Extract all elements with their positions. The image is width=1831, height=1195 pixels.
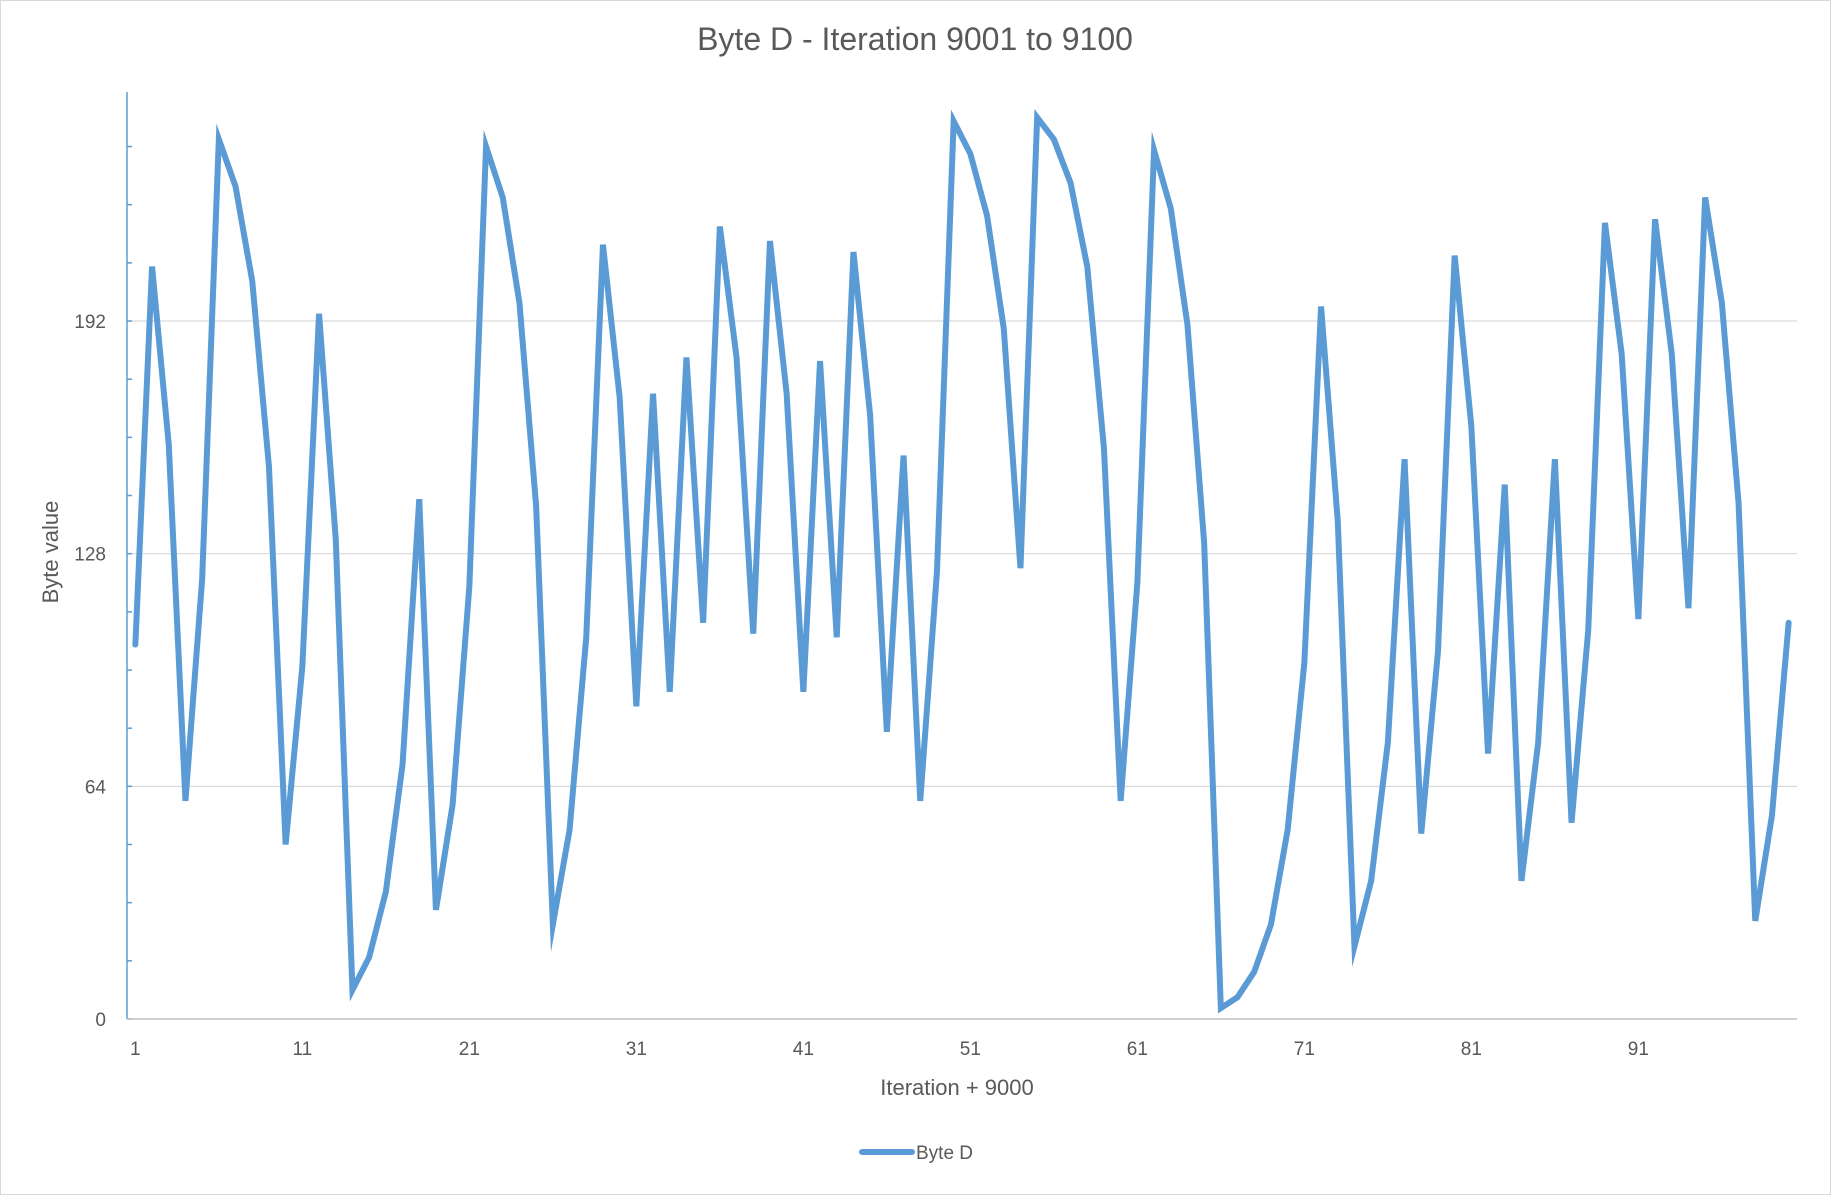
x-tick-label-31: 31 [626, 1039, 647, 1060]
x-tick-label-61: 61 [1127, 1039, 1148, 1060]
x-tick-labels: 1 11 21 31 41 51 61 71 81 91 [130, 1039, 1649, 1060]
y-axis-title: Byte value [38, 501, 63, 604]
y-tick-label-64: 64 [85, 777, 107, 798]
y-axis [126, 92, 132, 1020]
x-tick-label-51: 51 [960, 1039, 981, 1060]
series-group [132, 109, 1792, 1014]
x-tick-label-41: 41 [793, 1039, 814, 1060]
x-tick-label-91: 91 [1628, 1039, 1649, 1060]
x-tick-label-11: 11 [292, 1039, 312, 1060]
y-tick-label-0: 0 [95, 1010, 106, 1031]
x-axis-title: Iteration + 9000 [880, 1075, 1034, 1100]
x-tick-label-21: 21 [459, 1039, 480, 1060]
y-tick-label-192: 192 [74, 312, 106, 333]
chart-title: Byte D - Iteration 9001 to 9100 [697, 21, 1133, 57]
legend[interactable]: Byte D [859, 1143, 973, 1164]
series-line-byte-d[interactable] [132, 109, 1792, 1014]
x-tick-label-81: 81 [1461, 1039, 1482, 1060]
x-tick-label-71: 71 [1294, 1039, 1315, 1060]
x-tick-label-1: 1 [130, 1039, 141, 1060]
y-tick-label-128: 128 [74, 545, 106, 566]
y-tick-labels: 0 64 128 192 [74, 312, 106, 1031]
legend-label-byte-d: Byte D [916, 1143, 973, 1164]
